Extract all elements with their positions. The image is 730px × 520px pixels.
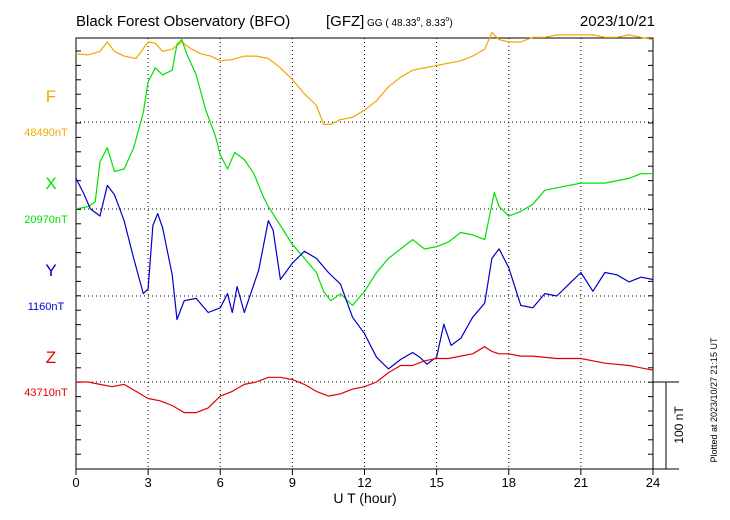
x-tick-label: 18	[502, 475, 516, 490]
series-line-X	[75, 38, 653, 307]
x-tick-label: 3	[145, 475, 152, 490]
plotted-timestamp: Plotted at 2023/10/27 21:15 UT	[709, 337, 719, 463]
baseline-label-Y: 1160nT	[28, 301, 65, 313]
series-group	[75, 31, 679, 470]
org-label: [GFZ]	[326, 13, 364, 30]
series-line-Z	[76, 346, 654, 414]
x-tick-label: 6	[217, 475, 224, 490]
scale-label: 100 nT	[672, 406, 686, 444]
date-label: 2023/10/21	[580, 13, 655, 30]
x-tick-label: 9	[289, 475, 296, 490]
labels: F 48490nT X 20970nT Y 1160nT Z 43710nT	[24, 87, 68, 399]
x-tick-label: 12	[357, 475, 371, 490]
series-name-F: F	[46, 87, 56, 106]
series-name-X: X	[45, 174, 56, 193]
chart-title: Black Forest Observatory (BFO)	[76, 13, 290, 30]
x-tick-label: 24	[646, 475, 660, 490]
grid-lines	[76, 38, 653, 469]
series-name-Y: Y	[45, 261, 56, 280]
x-tick-label: 15	[429, 475, 443, 490]
y-ticks: 0 3 6 9 12 15 18 21 24	[72, 50, 660, 490]
coords-label: GG ( 48.33o, 8.33o)	[367, 16, 453, 29]
series-line-Y	[75, 178, 654, 370]
baseline-label-X: 20970nT	[24, 214, 68, 226]
x-tick-label: 21	[574, 475, 588, 490]
series-name-Z: Z	[46, 348, 56, 367]
x-axis-label: U T (hour)	[333, 490, 396, 506]
baseline-label-F: 48490nT	[24, 127, 68, 139]
x-tick-label: 0	[72, 475, 79, 490]
series-line-F	[75, 31, 654, 126]
baseline-label-Z: 43710nT	[24, 387, 68, 399]
